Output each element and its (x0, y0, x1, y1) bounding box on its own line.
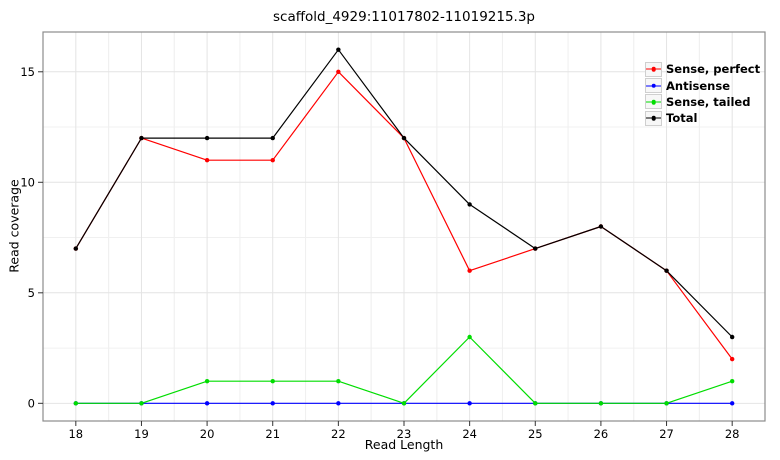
data-point (336, 379, 341, 384)
y-tick-label: 10 (20, 175, 35, 189)
x-tick-label: 27 (659, 427, 674, 441)
legend-entry: Antisense (645, 77, 760, 94)
data-point (467, 334, 472, 340)
data-point (336, 401, 341, 406)
y-axis-label: Read coverage (6, 179, 22, 273)
x-tick-label: 26 (594, 427, 609, 441)
x-tick-label: 19 (134, 427, 149, 441)
legend-key-icon (645, 110, 662, 126)
legend-entry: Total (645, 110, 760, 126)
data-point (204, 135, 210, 141)
data-point (729, 401, 735, 406)
legend-key-dot (651, 99, 656, 105)
legend-key-dot (651, 116, 656, 121)
x-tick-label: 23 (397, 427, 412, 441)
data-point (73, 246, 79, 251)
x-tick-label: 28 (725, 427, 740, 441)
x-tick-label: 18 (68, 427, 83, 441)
data-point (533, 246, 538, 251)
legend-key-dot (651, 66, 656, 72)
data-point (664, 268, 669, 273)
legend-label: Total (666, 111, 698, 126)
data-point (598, 224, 604, 229)
data-point (204, 157, 210, 163)
data-point (598, 401, 604, 406)
data-point (270, 157, 275, 163)
data-point (467, 268, 472, 273)
legend-entry: Sense, perfect (645, 61, 760, 77)
data-point (533, 401, 538, 406)
data-point (729, 334, 735, 340)
y-tick-label: 5 (28, 286, 35, 300)
x-tick-label: 22 (331, 427, 346, 441)
data-point (336, 69, 341, 74)
data-point (270, 135, 275, 141)
data-point (467, 202, 472, 207)
data-point (204, 379, 210, 384)
chart-title: scaffold_4929:11017802-11019215.3p (272, 9, 535, 25)
data-point (204, 401, 210, 406)
data-point (401, 401, 407, 406)
y-tick-label: 15 (20, 65, 35, 79)
data-point (729, 356, 735, 362)
x-tick-label: 20 (200, 427, 215, 441)
legend-key-icon (645, 78, 662, 94)
legend: Sense, perfect Antisense Sense, tailed Tota… (645, 61, 760, 127)
data-point (729, 379, 735, 384)
data-point (270, 379, 275, 384)
legend-label: Sense, tailed (666, 94, 751, 109)
data-point (139, 135, 144, 141)
data-point (73, 401, 79, 406)
data-point (270, 401, 275, 406)
x-axis-label: Read Length (364, 437, 444, 452)
legend-label: Sense, perfect (666, 62, 761, 77)
legend-key-icon (645, 61, 662, 77)
legend-key-dot (651, 83, 656, 88)
data-point (336, 47, 341, 52)
data-point (401, 135, 407, 141)
legend-label: Antisense (666, 78, 731, 93)
x-tick-label: 24 (462, 427, 477, 441)
data-point (139, 401, 144, 406)
legend-entry: Sense, tailed (645, 94, 760, 110)
x-tick-label: 25 (528, 427, 543, 441)
data-point (467, 401, 472, 406)
x-tick-label: 21 (265, 427, 280, 441)
y-tick-label: 0 (28, 396, 35, 410)
data-point (664, 401, 669, 406)
legend-key-icon (645, 94, 662, 110)
